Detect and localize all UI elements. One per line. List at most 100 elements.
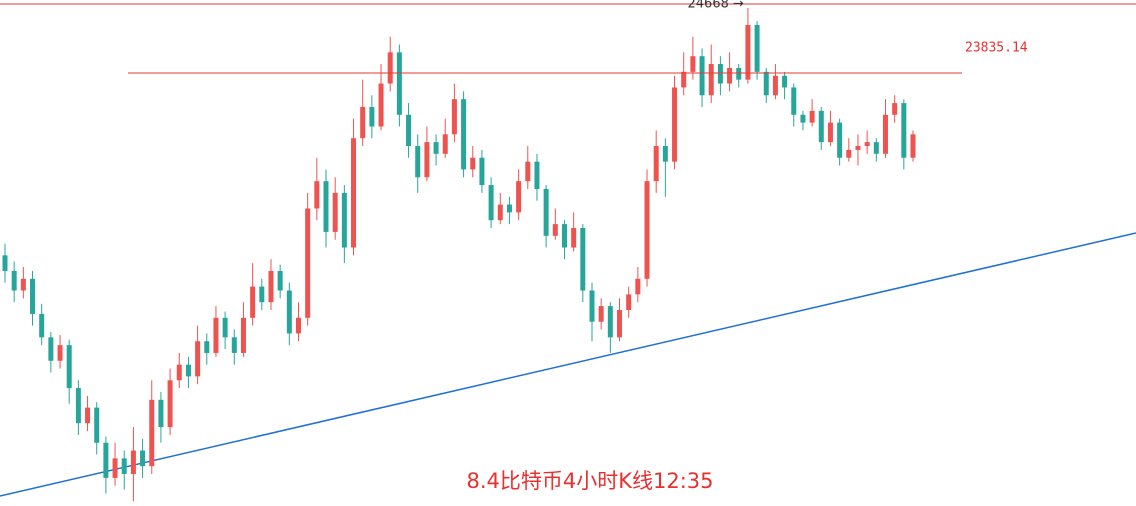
candle-body bbox=[882, 114, 888, 154]
candle-body bbox=[607, 306, 613, 338]
candle-body bbox=[66, 345, 72, 389]
candle-body bbox=[800, 114, 806, 123]
candle-body bbox=[763, 71, 769, 96]
candle-body bbox=[305, 208, 311, 318]
candle-body bbox=[332, 192, 338, 232]
candle-body bbox=[479, 157, 485, 186]
candle-body bbox=[580, 228, 586, 291]
candle-body bbox=[103, 442, 109, 478]
candles bbox=[2, 7, 916, 502]
candle-body bbox=[681, 71, 687, 88]
chart-title: 8.4比特币4小时K线12:35 bbox=[466, 469, 713, 493]
candle-body bbox=[75, 388, 81, 424]
candle-body bbox=[846, 149, 852, 158]
candle-body bbox=[818, 110, 824, 143]
candle-body bbox=[809, 110, 815, 123]
candle-body bbox=[488, 185, 494, 221]
candle-body bbox=[690, 56, 696, 72]
candle-body bbox=[295, 317, 301, 334]
candle-body bbox=[268, 270, 274, 303]
candle-body bbox=[396, 52, 402, 115]
candle-body bbox=[561, 224, 567, 248]
candle-body bbox=[406, 114, 412, 147]
candle-body bbox=[433, 142, 439, 154]
candle-body bbox=[176, 364, 182, 381]
candle-body bbox=[598, 306, 604, 322]
candle-body bbox=[20, 278, 26, 291]
candle-body bbox=[525, 161, 531, 182]
candle-body bbox=[754, 24, 760, 72]
candle-body bbox=[617, 310, 623, 338]
candle-body bbox=[286, 290, 292, 334]
candle-body bbox=[112, 458, 118, 478]
candle-body bbox=[451, 99, 457, 135]
trend-line bbox=[0, 232, 1136, 497]
candle-body bbox=[827, 122, 833, 143]
candle-body bbox=[864, 142, 870, 147]
candle-body bbox=[57, 345, 63, 361]
candle-body bbox=[195, 341, 201, 377]
candle-body bbox=[158, 399, 164, 428]
candle-body bbox=[892, 103, 898, 115]
candle-body bbox=[2, 255, 8, 271]
candle-body bbox=[910, 134, 916, 158]
candle-body bbox=[497, 204, 503, 221]
candle-body bbox=[571, 228, 577, 248]
candle-body bbox=[727, 67, 733, 84]
candle-body bbox=[323, 181, 329, 232]
candle-body bbox=[240, 317, 246, 353]
candle-body bbox=[30, 278, 36, 314]
candle-body bbox=[699, 56, 705, 96]
candle-body bbox=[791, 87, 797, 115]
candle-body bbox=[424, 142, 430, 178]
candle-body bbox=[121, 458, 127, 474]
candle-body bbox=[717, 64, 723, 84]
candle-body bbox=[837, 122, 843, 158]
candle-body bbox=[708, 64, 714, 96]
candle-body bbox=[745, 24, 751, 80]
candle-body bbox=[442, 134, 448, 154]
candle-body bbox=[516, 181, 522, 213]
candle-body bbox=[351, 138, 357, 248]
candle-body bbox=[222, 317, 228, 338]
candle-body bbox=[48, 337, 54, 361]
candle-body bbox=[653, 146, 659, 182]
candle-body bbox=[506, 204, 512, 213]
candle-body bbox=[736, 67, 742, 80]
candle-body bbox=[185, 364, 191, 377]
candle-body bbox=[672, 87, 678, 162]
horizontal-line-label: 23835.14 bbox=[965, 40, 1028, 55]
candle-body bbox=[277, 270, 283, 291]
candle-body bbox=[140, 450, 146, 467]
candle-body bbox=[259, 286, 265, 303]
candle-body bbox=[772, 75, 778, 96]
candle-body bbox=[644, 181, 650, 279]
candle-body bbox=[360, 106, 366, 139]
candle-body bbox=[85, 407, 91, 424]
candle-body bbox=[901, 103, 907, 158]
candle-body bbox=[662, 146, 668, 162]
candle-body bbox=[250, 286, 256, 318]
candle-body bbox=[543, 188, 549, 236]
candle-body bbox=[149, 399, 155, 467]
candle-body bbox=[589, 290, 595, 322]
candle-body bbox=[378, 83, 384, 127]
candle-body bbox=[855, 146, 861, 150]
high-annotation: 24668 → bbox=[688, 0, 744, 12]
candle-body bbox=[11, 270, 17, 291]
candle-body bbox=[387, 52, 393, 84]
candle-body bbox=[369, 106, 375, 127]
candle-body bbox=[626, 294, 632, 311]
candle-body bbox=[94, 407, 100, 443]
candle-body bbox=[130, 450, 136, 474]
candle-body bbox=[782, 75, 788, 88]
candle-body bbox=[534, 161, 540, 189]
candle-body bbox=[314, 181, 320, 209]
candle-body bbox=[204, 341, 210, 353]
candle-body bbox=[470, 157, 476, 170]
candle-body bbox=[415, 146, 421, 178]
candle-body bbox=[231, 337, 237, 353]
candle-body bbox=[213, 317, 219, 353]
candle-body bbox=[552, 224, 558, 236]
